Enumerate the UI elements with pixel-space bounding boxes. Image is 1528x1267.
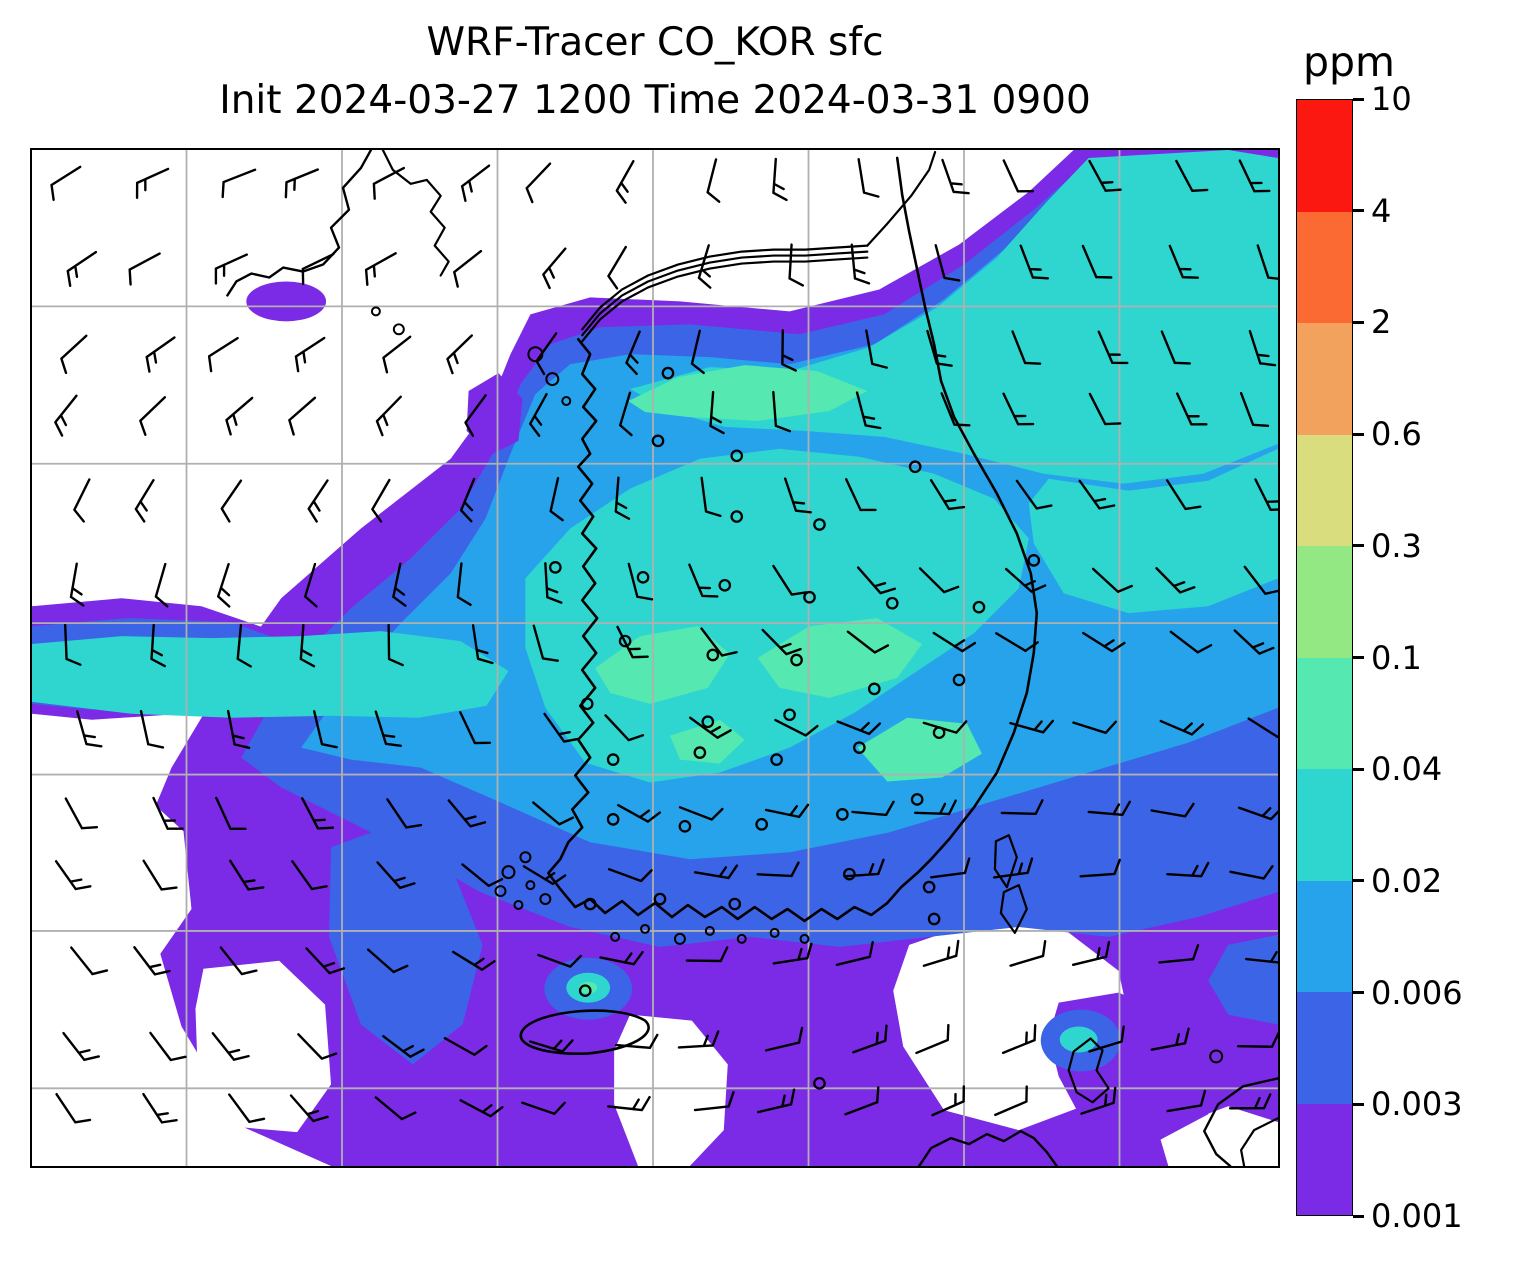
colorbar-tickmark (1353, 432, 1364, 436)
colorbar-tick-label: 2 (1371, 303, 1392, 342)
latlon-grid (32, 150, 1278, 1166)
colorbar-tick-label: 4 (1371, 191, 1392, 230)
colorbar-segment (1297, 769, 1352, 881)
colorbar-segment (1297, 657, 1352, 769)
colorbar-tick-label: 0.3 (1371, 526, 1422, 565)
plot-subtitle: Init 2024-03-27 1200 Time 2024-03-31 090… (219, 78, 1091, 123)
colorbar-tick-label: 0.003 (1371, 1085, 1463, 1124)
colorbar-tick: 4 (1353, 192, 1391, 230)
coastlines (226, 150, 1278, 1166)
colorbar-tick: 0.1 (1353, 639, 1422, 677)
map-canvas (32, 150, 1278, 1166)
colorbar-tickmark (1353, 879, 1364, 883)
colorbar (1296, 99, 1353, 1216)
colorbar-ticks: 10 4 2 0.6 0.3 0.1 0.04 0.02 0.006 0.003 0.001 (1353, 80, 1528, 1235)
colorbar-segment (1297, 992, 1352, 1104)
colorbar-segment (1297, 434, 1352, 546)
colorbar-tick-label: 10 (1371, 80, 1412, 118)
colorbar-tick-label: 0.1 (1371, 638, 1422, 677)
colorbar-tickmark (1353, 97, 1364, 101)
colorbar-tickmark (1353, 767, 1364, 771)
colorbar-tickmark (1353, 1102, 1364, 1106)
colorbar-segment (1297, 211, 1352, 323)
wind-barbs (50, 157, 1278, 1124)
colorbar-tickmark (1353, 544, 1364, 548)
colorbar-tick-label: 0.6 (1371, 415, 1422, 454)
colorbar-tick: 2 (1353, 303, 1391, 341)
map-panel (30, 148, 1280, 1168)
colorbar-segment (1297, 1103, 1352, 1215)
colorbar-tick: 0.6 (1353, 415, 1422, 453)
colorbar-tick: 0.04 (1353, 750, 1442, 788)
colorbar-tick: 0.006 (1353, 974, 1463, 1012)
colorbar-tickmark (1353, 991, 1364, 995)
colorbar-segment (1297, 546, 1352, 658)
colorbar-tick: 0.003 (1353, 1085, 1463, 1123)
colorbar-tickmark (1353, 209, 1364, 213)
colorbar-tick-label: 0.006 (1371, 973, 1463, 1012)
colorbar-tickmark (1353, 1214, 1364, 1218)
colorbar-tickmark (1353, 320, 1364, 324)
colorbar-segment (1297, 323, 1352, 435)
colorbar-segment (1297, 880, 1352, 992)
colorbar-segment (1297, 100, 1352, 212)
colorbar-tick: 0.001 (1353, 1197, 1463, 1235)
colorbar-tick-label: 0.04 (1371, 750, 1443, 789)
plot-title: WRF-Tracer CO_KOR sfc (426, 20, 884, 65)
colorbar-tick: 0.02 (1353, 862, 1442, 900)
tracer-field (32, 150, 1278, 1166)
colorbar-tick-label: 0.001 (1371, 1197, 1463, 1235)
colorbar-tick: 0.3 (1353, 527, 1422, 565)
colorbar-tick-label: 0.02 (1371, 861, 1443, 900)
colorbar-tick: 10 (1353, 80, 1412, 118)
colorbar-tickmark (1353, 656, 1364, 659)
colorbar-units-label: ppm (1303, 38, 1395, 86)
